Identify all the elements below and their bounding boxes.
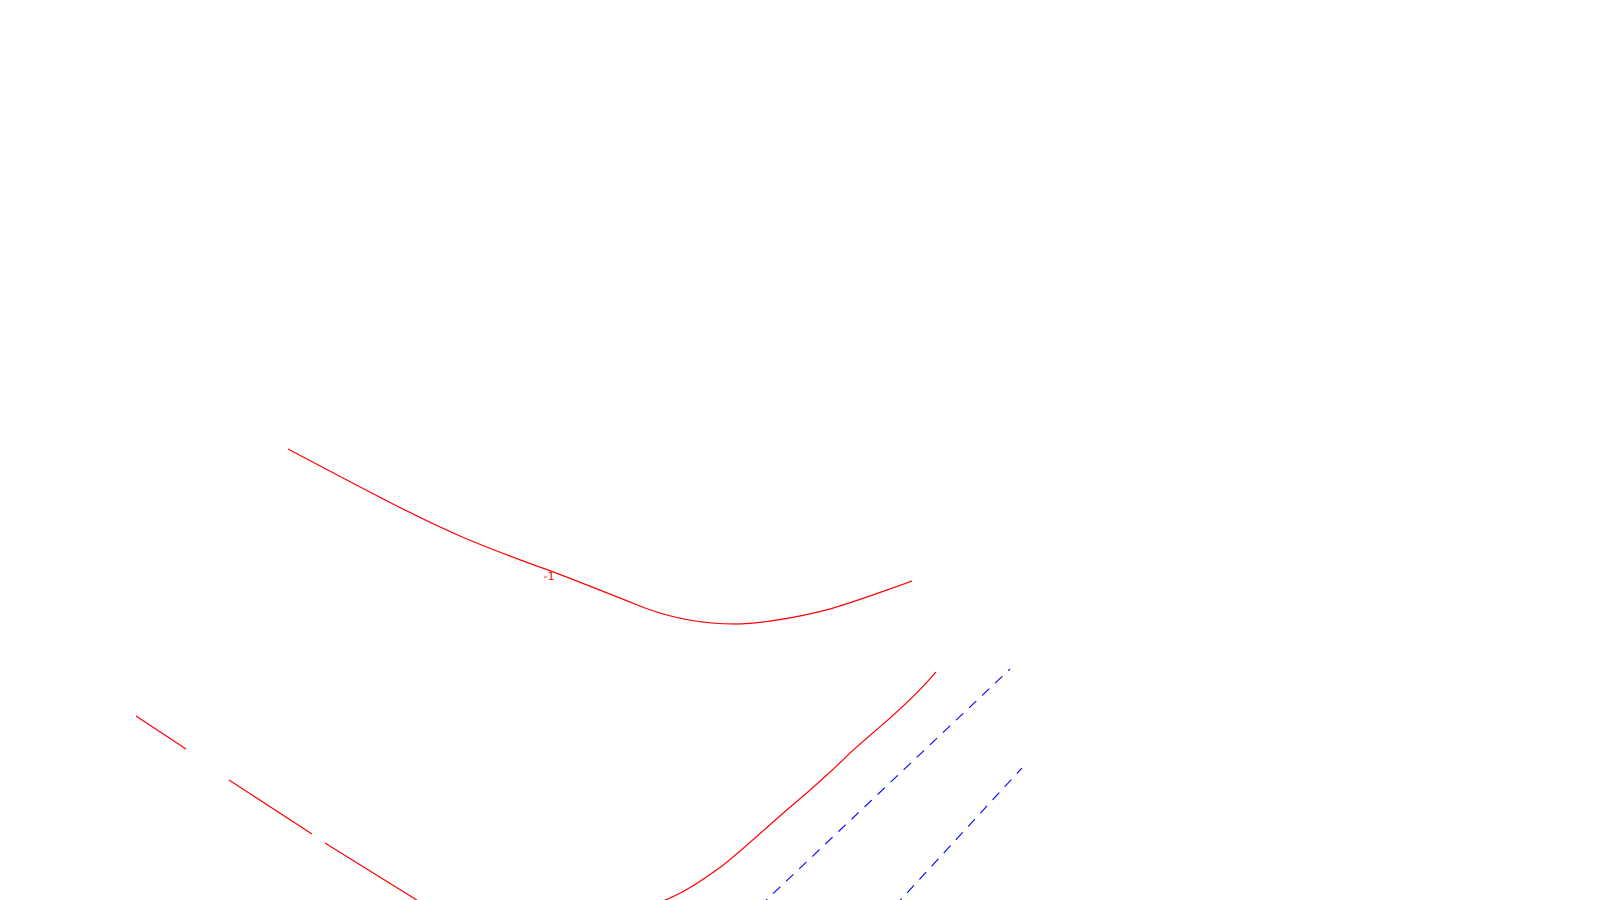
contour-line-blue-dashed-upper [765,668,1011,900]
contour-line-lower-left-red [135,715,418,900]
contour-label-upper: -1 [544,570,555,583]
contour-line-upper-red [287,448,913,625]
contour-line-blue-dashed-lower [899,767,1023,900]
contour-line-lower-right-red [663,671,937,900]
